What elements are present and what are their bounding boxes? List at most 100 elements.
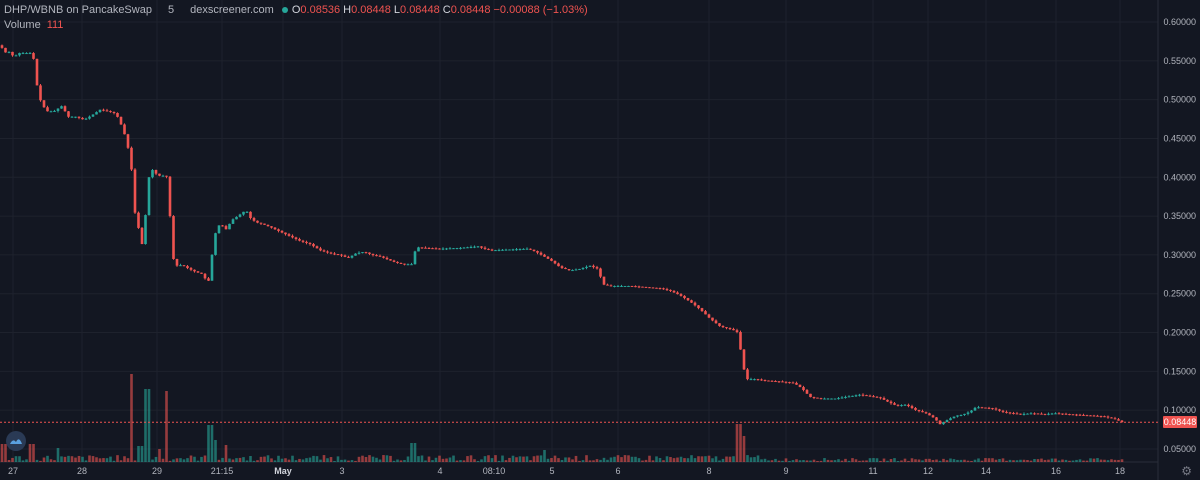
candle-body bbox=[74, 116, 77, 118]
volume-bar bbox=[735, 424, 739, 462]
candle-body bbox=[686, 298, 690, 301]
volume-bar bbox=[987, 458, 991, 462]
volume-bar bbox=[77, 455, 81, 462]
candle-body bbox=[742, 349, 746, 370]
volume-bar bbox=[102, 458, 105, 462]
candle-body bbox=[28, 53, 32, 55]
volume-bar bbox=[1019, 459, 1022, 462]
candle-body bbox=[1117, 419, 1120, 421]
candle-body bbox=[770, 380, 774, 382]
volume-bar bbox=[1099, 459, 1103, 462]
volume-bar bbox=[613, 456, 616, 462]
candle-body bbox=[312, 244, 315, 247]
candle-body bbox=[1082, 414, 1085, 416]
volume-bar bbox=[186, 458, 189, 462]
candle-body bbox=[273, 227, 277, 230]
y-tick-label: 0.35000 bbox=[1163, 211, 1196, 221]
volume-bar bbox=[1120, 459, 1124, 462]
volume-bar bbox=[469, 455, 473, 462]
candle-body bbox=[172, 216, 175, 259]
y-tick-label: 0.60000 bbox=[1163, 17, 1196, 27]
candle-body bbox=[847, 396, 851, 398]
candle-body bbox=[1005, 411, 1008, 413]
candle-body bbox=[490, 249, 494, 251]
candle-body bbox=[1075, 414, 1078, 416]
candle-body bbox=[382, 256, 385, 258]
candle-body bbox=[410, 264, 413, 266]
y-tick-label: 0.20000 bbox=[1163, 328, 1196, 338]
x-tick-label: 27 bbox=[8, 466, 18, 476]
x-tick-label: 29 bbox=[152, 466, 162, 476]
candle-body bbox=[679, 294, 683, 296]
volume-bar bbox=[280, 458, 284, 462]
pair-title: DHP/WBNB on PancakeSwap bbox=[4, 4, 152, 16]
volume-bar bbox=[329, 457, 333, 462]
settings-gear-icon[interactable]: ⚙ bbox=[1181, 464, 1192, 478]
candle-body bbox=[403, 263, 406, 265]
candle-body bbox=[186, 266, 189, 269]
candle-body bbox=[896, 404, 900, 406]
volume-bar bbox=[637, 458, 641, 462]
volume-bar bbox=[686, 458, 690, 462]
volume-bar bbox=[494, 455, 497, 462]
volume-bar bbox=[364, 456, 368, 462]
volume-bar bbox=[550, 457, 553, 462]
volume-bar bbox=[620, 457, 623, 462]
volume-bar bbox=[357, 456, 361, 462]
volume-bar bbox=[487, 455, 490, 462]
candle-body bbox=[718, 323, 721, 326]
volume-bar bbox=[588, 460, 592, 462]
volume-bar bbox=[238, 457, 242, 462]
volume-bar bbox=[767, 460, 770, 462]
candle-body bbox=[637, 286, 641, 288]
volume-bar bbox=[539, 455, 543, 462]
volume-bar bbox=[963, 459, 966, 462]
volume-bar bbox=[256, 460, 259, 462]
volume-bar bbox=[823, 458, 826, 462]
candle-body bbox=[32, 53, 35, 59]
volume-bar bbox=[371, 456, 375, 462]
candle-body bbox=[21, 53, 25, 55]
volume-bar bbox=[788, 460, 791, 462]
candle-body bbox=[284, 232, 287, 235]
candle-body bbox=[949, 418, 952, 421]
candle-body bbox=[1047, 413, 1050, 415]
candle-body bbox=[375, 255, 378, 257]
volume-bar bbox=[179, 458, 182, 462]
candle-body bbox=[455, 248, 459, 250]
candle-body bbox=[1089, 415, 1092, 417]
volume-bar bbox=[399, 460, 403, 462]
candle-body bbox=[522, 248, 525, 250]
candle-body bbox=[781, 381, 784, 383]
volume-bar bbox=[396, 459, 399, 462]
volume-bar bbox=[480, 459, 483, 462]
volume-bar bbox=[854, 459, 858, 462]
volume-bar bbox=[543, 450, 546, 462]
candle-body bbox=[749, 379, 753, 381]
candle-body bbox=[861, 394, 865, 396]
candle-body bbox=[315, 246, 319, 249]
volume-bar bbox=[214, 440, 217, 462]
volume-bar bbox=[763, 458, 767, 462]
volume-bar bbox=[840, 460, 844, 462]
volume-bar bbox=[914, 459, 917, 462]
candle-body bbox=[683, 295, 686, 299]
candle-body bbox=[189, 268, 193, 270]
y-tick-label: 0.30000 bbox=[1163, 250, 1196, 260]
volume-bar bbox=[959, 459, 963, 462]
volume-bar bbox=[168, 460, 172, 462]
x-tick-label: 16 bbox=[1051, 466, 1061, 476]
volume-bar bbox=[56, 448, 60, 462]
volume-bar bbox=[406, 456, 410, 462]
candle-body bbox=[60, 106, 63, 109]
volume-bar bbox=[448, 457, 452, 462]
volume-bar bbox=[378, 459, 382, 462]
volume-bar bbox=[305, 458, 308, 462]
volume-bar bbox=[462, 460, 466, 462]
interval-label[interactable]: 5 bbox=[167, 4, 175, 16]
candle-body bbox=[627, 285, 630, 287]
volume-bar bbox=[872, 458, 875, 462]
candle-body bbox=[1078, 414, 1082, 416]
volume-bar bbox=[0, 444, 4, 462]
